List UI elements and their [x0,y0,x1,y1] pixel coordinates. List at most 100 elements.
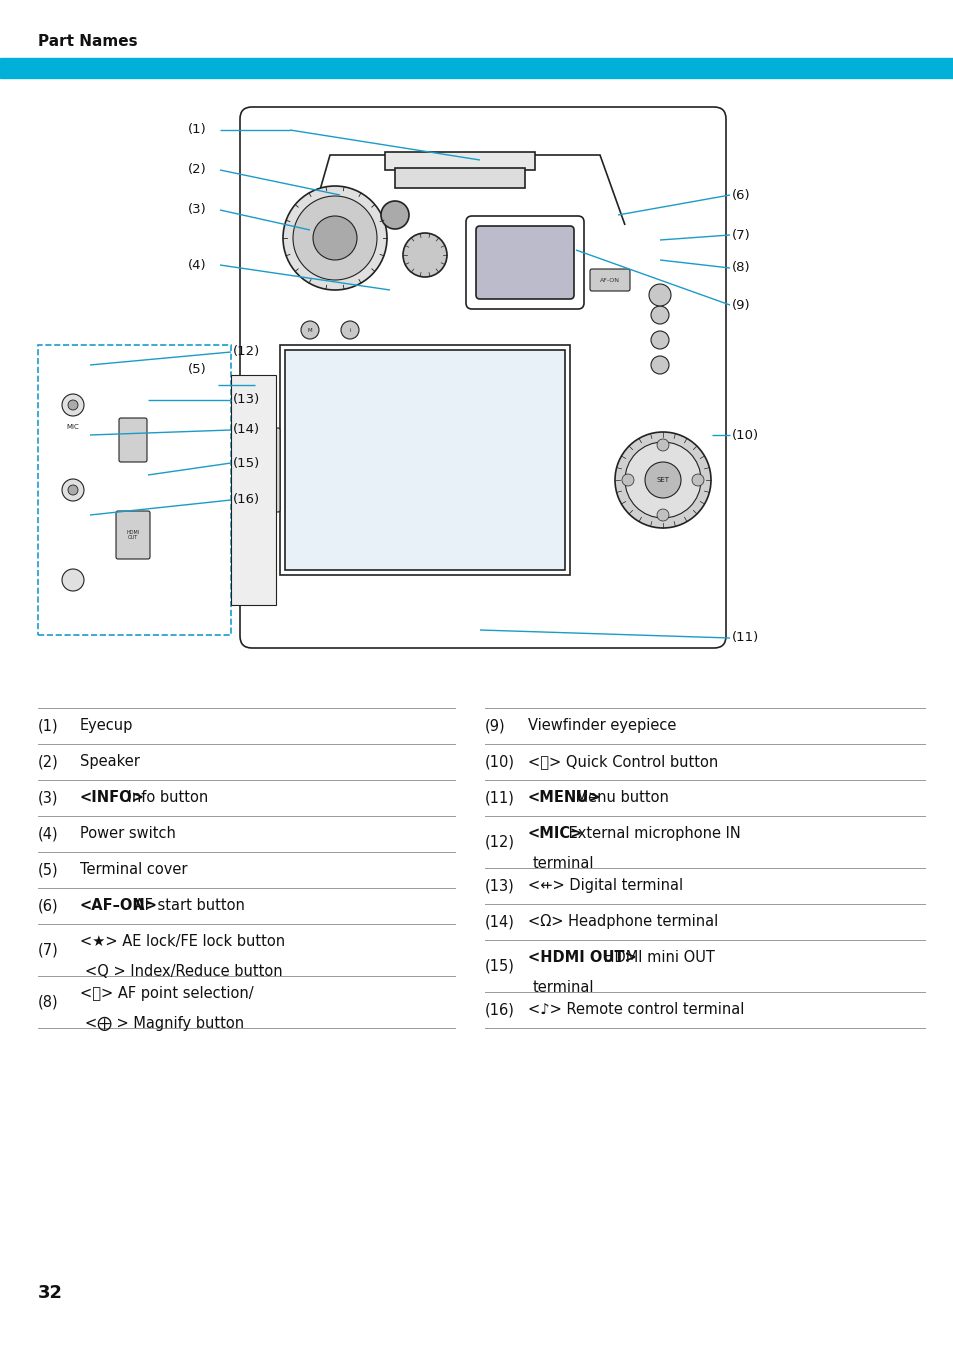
Bar [231,375,275,605]
Text: (15): (15) [233,456,260,469]
Text: (11): (11) [484,791,515,806]
Circle shape [624,443,700,518]
Text: (12): (12) [484,834,515,850]
Text: (8): (8) [731,261,750,274]
Text: <MIC>: <MIC> [527,826,583,841]
Text: M: M [308,327,312,332]
Text: <ⓠ> Quick Control button: <ⓠ> Quick Control button [527,753,718,769]
Text: (12): (12) [233,346,260,359]
Text: <MENU>: <MENU> [527,790,601,804]
FancyBboxPatch shape [589,269,629,291]
Text: (10): (10) [484,755,515,769]
Bar [395,168,524,188]
Text: (8): (8) [38,994,58,1010]
Circle shape [68,399,78,410]
Text: (16): (16) [233,494,260,507]
Text: 32: 32 [38,1284,63,1302]
Text: (7): (7) [731,229,750,242]
Circle shape [402,233,447,277]
Circle shape [62,394,84,416]
Text: terminal: terminal [533,857,594,872]
Circle shape [650,331,668,348]
Circle shape [293,196,376,280]
Text: (3): (3) [38,791,58,806]
Circle shape [340,321,358,339]
Text: (15): (15) [484,959,515,974]
Text: <⨁ > Magnify button: <⨁ > Magnify button [85,1017,244,1032]
Text: (16): (16) [484,1002,515,1018]
Text: <★> AE lock/FE lock button: <★> AE lock/FE lock button [80,933,285,948]
Text: HDMI
OUT: HDMI OUT [126,530,139,541]
Circle shape [657,438,668,451]
Text: (11): (11) [731,632,759,644]
FancyBboxPatch shape [248,428,280,512]
Circle shape [650,307,668,324]
Bar [38,346,231,635]
Text: (1): (1) [38,718,58,733]
Text: (14): (14) [484,915,515,929]
Bar [285,350,564,570]
Text: terminal: terminal [533,981,594,995]
Circle shape [283,186,387,291]
Text: (13): (13) [484,878,515,893]
Text: <INFO>: <INFO> [80,790,145,804]
Text: (4): (4) [188,258,207,272]
FancyBboxPatch shape [240,108,725,648]
Circle shape [380,200,409,229]
Text: External microphone IN: External microphone IN [563,826,740,841]
Text: (1): (1) [188,124,207,136]
Text: i: i [349,327,351,332]
Circle shape [650,356,668,374]
Text: (3): (3) [188,203,207,217]
Text: (9): (9) [731,299,750,312]
Circle shape [313,217,356,260]
Text: (5): (5) [38,862,58,877]
Text: (7): (7) [38,943,59,958]
Text: (10): (10) [731,429,759,441]
Circle shape [644,461,680,498]
Text: (6): (6) [731,188,750,202]
Text: Menu button: Menu button [570,790,668,804]
Circle shape [615,432,710,529]
Text: MIC: MIC [67,424,79,430]
Text: (9): (9) [484,718,505,733]
Text: (2): (2) [38,755,59,769]
Circle shape [62,479,84,500]
Circle shape [648,284,670,307]
Text: SET: SET [656,477,669,483]
Text: <⇷> Digital terminal: <⇷> Digital terminal [527,878,682,893]
Text: AF start button: AF start button [130,897,245,913]
FancyBboxPatch shape [476,226,574,299]
Circle shape [62,569,84,590]
Text: <Q > Index/Reduce button: <Q > Index/Reduce button [85,964,282,979]
Text: (14): (14) [233,424,260,437]
Text: <⬛> AF point selection/: <⬛> AF point selection/ [80,986,253,1001]
Bar [385,152,535,169]
Bar [0,58,953,78]
Text: Part Names: Part Names [38,35,137,50]
Text: (13): (13) [233,394,260,406]
Circle shape [301,321,318,339]
Circle shape [68,486,78,495]
Circle shape [621,473,634,486]
FancyBboxPatch shape [116,511,150,560]
Text: <♪> Remote control terminal: <♪> Remote control terminal [527,1002,743,1017]
Text: Info button: Info button [123,790,208,804]
Text: HDMI mini OUT: HDMI mini OUT [598,950,715,964]
Circle shape [657,508,668,521]
Text: <Ω> Headphone terminal: <Ω> Headphone terminal [527,913,718,929]
Text: Terminal cover: Terminal cover [80,862,188,877]
Text: Power switch: Power switch [80,826,175,841]
Text: (2): (2) [188,164,207,176]
Text: Speaker: Speaker [80,753,140,769]
Text: AF-ON: AF-ON [599,277,619,282]
Text: <HDMI OUT>: <HDMI OUT> [527,950,636,964]
Text: <AF–ON>: <AF–ON> [80,897,158,913]
Text: Eyecup: Eyecup [80,718,133,733]
Text: (5): (5) [188,363,207,377]
FancyBboxPatch shape [119,418,147,461]
Text: (6): (6) [38,898,58,913]
Text: (4): (4) [38,826,58,842]
Bar [280,346,569,576]
Text: Viewfinder eyepiece: Viewfinder eyepiece [527,718,676,733]
